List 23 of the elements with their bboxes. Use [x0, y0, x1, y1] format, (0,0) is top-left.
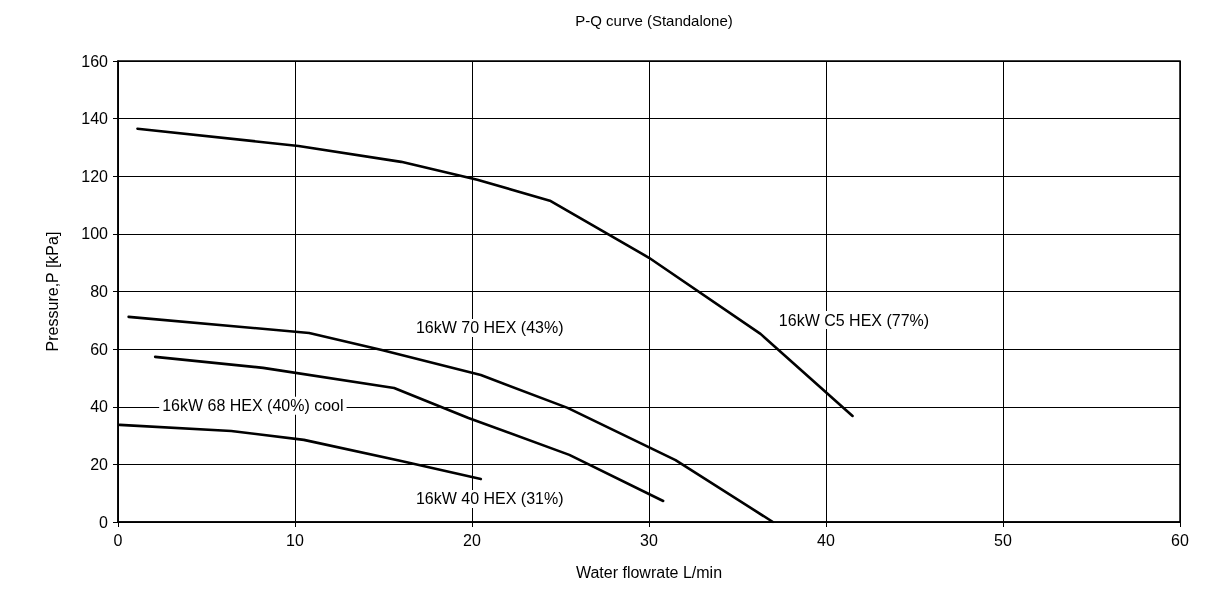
x-tick-label: 20: [463, 531, 481, 549]
y-tick-label: 40: [90, 398, 109, 416]
y-tick-label: 140: [81, 110, 109, 128]
y-tick-label: 100: [81, 225, 109, 243]
x-tick-label: 30: [640, 531, 658, 549]
x-tick-label: 10: [286, 531, 304, 549]
y-tick-label: 20: [90, 455, 109, 473]
series-label: 16kW C5 HEX (77%): [778, 311, 930, 329]
y-axis-title: Pressure,P [kPa]: [43, 231, 61, 352]
y-tick-label: 60: [90, 340, 109, 358]
x-tick-label: 0: [113, 531, 123, 549]
y-tick-label: 160: [81, 52, 109, 70]
x-tick-label: 40: [817, 531, 835, 549]
series-label: 16kW 40 HEX (31%): [415, 490, 564, 508]
x-tick-label: 50: [994, 531, 1012, 549]
y-tick-label: 120: [81, 167, 109, 185]
x-axis-title: Water flowrate L/min: [575, 563, 723, 581]
series-label: 16kW 70 HEX (43%): [415, 319, 564, 337]
y-tick-label: 0: [99, 513, 109, 531]
series-label: 16kW 68 HEX (40%) cool: [162, 397, 344, 415]
x-tick-label: 60: [1171, 531, 1189, 549]
chart-title: P-Q curve (Standalone): [575, 12, 733, 29]
y-tick-label: 80: [90, 283, 109, 300]
